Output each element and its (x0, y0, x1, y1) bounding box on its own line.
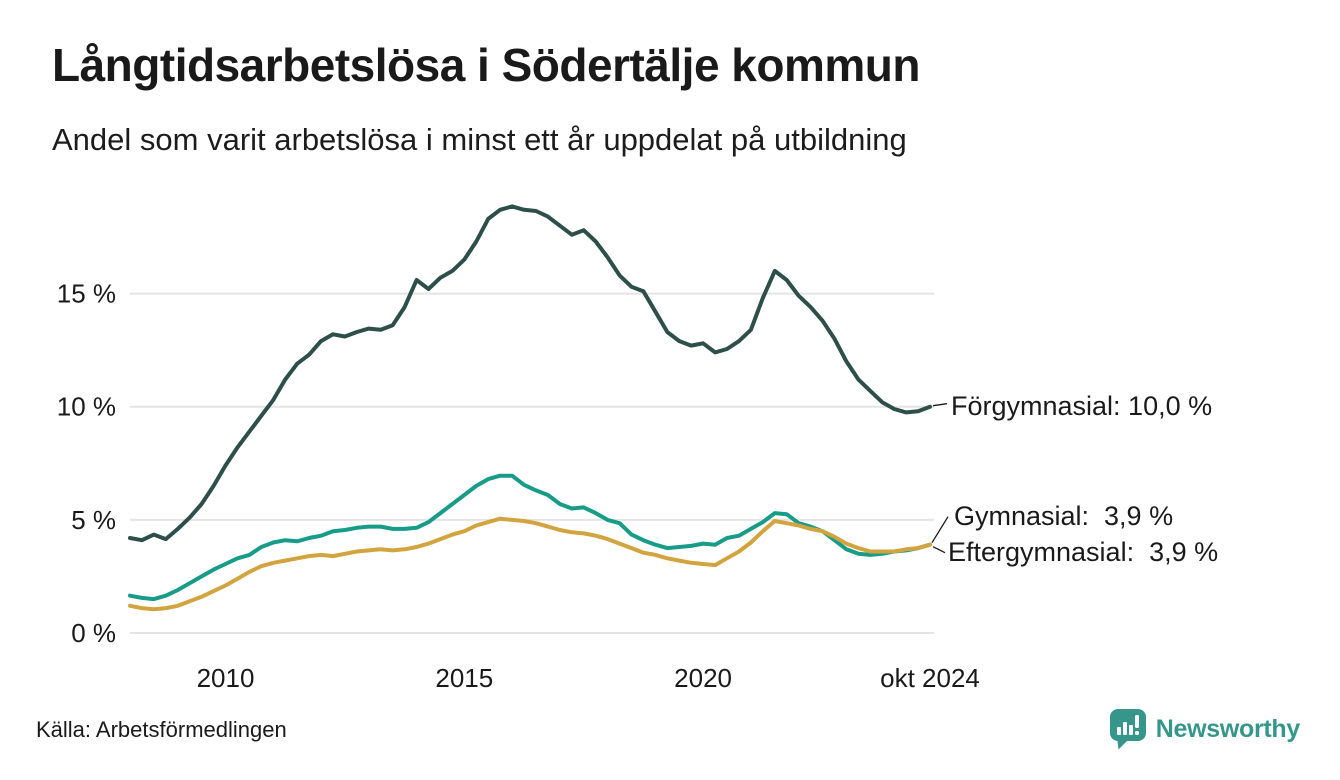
y-axis-tick-label: 0 % (71, 618, 116, 648)
x-axis-tick-label: 2015 (435, 663, 493, 693)
chart-subtitle: Andel som varit arbetslösa i minst ett å… (52, 122, 907, 157)
series-end-label-eftergymnasial: Eftergymnasial: 3,9 % (948, 537, 1219, 567)
source-caption: Källa: Arbetsförmedlingen (36, 717, 287, 742)
y-axis-tick-label: 5 % (71, 505, 116, 535)
series-line-frgymnasial (128, 204, 932, 543)
newsworthy-logo: Newsworthy (1109, 708, 1300, 750)
series-line-eftergymnasial (128, 516, 932, 612)
line-chart: 0 % 5 % 10 % 15 % 2010 2015 2020 okt 2024 (57, 204, 980, 693)
label-connector (932, 403, 948, 407)
series-end-label-forgymnasial: Förgymnasial: 10,0 % (951, 391, 1213, 421)
y-axis-tick-label: 15 % (57, 279, 116, 309)
y-axis-tick-label: 10 % (57, 392, 116, 422)
x-axis-tick-label: okt 2024 (880, 663, 980, 693)
label-connector (932, 546, 946, 554)
newsworthy-wordmark: Newsworthy (1155, 714, 1301, 743)
newsworthy-bubble-chart-icon (1109, 709, 1146, 750)
x-axis-tick-label: 2010 (197, 663, 255, 693)
series-end-label-gymnasial: Gymnasial: 3,9 % (954, 501, 1174, 531)
x-axis-tick-label: 2020 (674, 663, 732, 693)
label-connector (931, 516, 949, 544)
chart-title: Långtidsarbetslösa i Södertälje kommun (52, 39, 920, 91)
series-line-gymnasial (128, 473, 932, 602)
